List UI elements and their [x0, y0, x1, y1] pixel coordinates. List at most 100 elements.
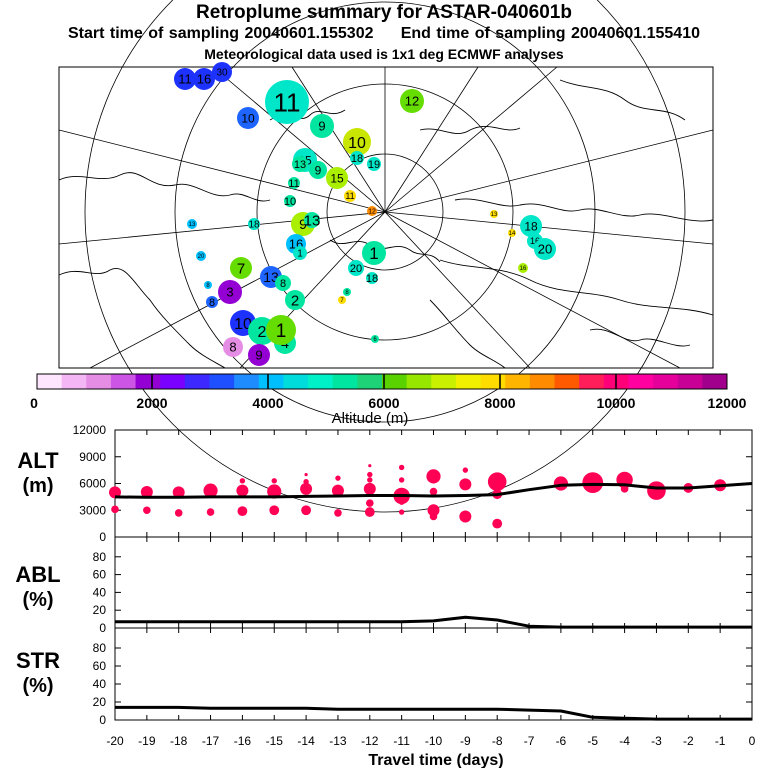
y-tick-label: 60	[93, 659, 107, 673]
map-marker-circle	[293, 246, 307, 260]
map-marker-label: 9	[318, 119, 325, 134]
x-tick-label: -16	[234, 734, 252, 748]
x-tick-label: -5	[587, 734, 598, 748]
map-marker: 19	[367, 157, 381, 171]
map-marker: 13	[490, 210, 498, 218]
map-marker-circle	[285, 290, 305, 310]
map-marker-circle	[284, 195, 296, 207]
x-tick-label: -14	[297, 734, 315, 748]
map-marker-label: 3	[226, 285, 233, 300]
map-marker: 9	[309, 161, 327, 179]
panel-yunit: (%)	[22, 675, 53, 697]
y-tick-label: 80	[93, 550, 107, 564]
cluster-dot	[429, 487, 438, 496]
map-marker-label: 6	[373, 337, 377, 343]
map-marker-circle	[326, 167, 348, 189]
map-marker-label: 1	[276, 321, 287, 342]
y-tick-label: 40	[93, 677, 107, 691]
cluster-dot	[239, 478, 246, 484]
y-tick-label: 12000	[73, 423, 107, 437]
x-tick-label: -10	[425, 734, 443, 748]
cluster-dot	[143, 506, 151, 515]
map-marker: 9	[248, 344, 270, 366]
map-coastlines	[58, 79, 714, 369]
map-marker: 8	[206, 296, 218, 309]
colorbar-tick-label: 2000	[136, 395, 167, 411]
y-tick-label: 6000	[79, 477, 106, 491]
map-marker-label: 8	[209, 297, 215, 309]
x-tick-label: -1	[715, 734, 726, 748]
y-tick-label: 40	[93, 585, 107, 599]
map-marker: 11	[174, 68, 196, 90]
map-marker: 20	[348, 260, 364, 276]
map-marker-label: 8	[206, 283, 210, 289]
x-tick-label: -8	[492, 734, 503, 748]
map-marker-label: 9	[255, 348, 262, 363]
colorbar-swatch	[110, 374, 137, 389]
end-time-label: End time of sampling 20040601.155410	[400, 25, 700, 42]
map-marker-circle	[265, 80, 309, 124]
cluster-dot	[364, 507, 375, 517]
map-marker: 20	[196, 251, 206, 261]
panel-frame	[114, 627, 753, 721]
map-marker-label: 2	[258, 324, 267, 341]
cluster-dot	[304, 472, 308, 477]
cluster-dot	[206, 508, 215, 516]
map-marker-label: 7	[237, 260, 245, 277]
map-marker: 1	[293, 246, 307, 260]
colorbar-swatch	[258, 374, 284, 389]
panel-yunit: (m)	[22, 475, 53, 497]
y-tick-label: 0	[99, 530, 106, 544]
map-marker-label: 7	[340, 298, 344, 304]
x-tick-label: -7	[524, 734, 535, 748]
x-tick-label: -4	[619, 734, 630, 748]
map-marker: 1	[362, 241, 386, 265]
x-tick-label: -11	[393, 734, 410, 748]
colorbar-tick-label: 6000	[368, 395, 399, 411]
page-title: Retroplume summary for ASTAR-040601b	[196, 2, 572, 23]
cluster-dot	[398, 509, 405, 515]
map-marker-label: 9	[299, 216, 307, 232]
colorbar-swatch	[406, 374, 432, 389]
x-tick-label: -13	[329, 734, 347, 748]
map-marker-label: 8	[345, 290, 349, 296]
colorbar-swatch	[135, 374, 161, 389]
start-time-label: Start time of sampling 20040601.155302	[68, 25, 374, 42]
cluster-dot	[267, 484, 282, 499]
map-marker-circle	[400, 89, 424, 113]
map-marker: 13	[187, 219, 197, 229]
x-tick-label: -12	[361, 734, 379, 748]
map-marker-label: 1	[369, 244, 378, 263]
cluster-dot	[429, 512, 438, 521]
colorbar-swatch	[209, 374, 235, 389]
map-marker-label: 20	[538, 242, 552, 257]
cluster-dot	[582, 472, 604, 494]
map-marker: 13	[292, 156, 308, 172]
x-axis-title: Travel time (days)	[368, 752, 503, 768]
map-marker-label: 18	[366, 273, 378, 285]
x-tick-label: -9	[460, 734, 471, 748]
panel-ylabel: ALT	[17, 448, 59, 473]
cluster-dot	[398, 477, 405, 483]
map-marker-circle	[343, 288, 351, 296]
x-tick-label: -20	[106, 734, 124, 748]
cluster-dot	[203, 483, 218, 498]
map-marker: 16	[518, 263, 528, 273]
x-tick-label: -3	[651, 734, 662, 748]
map-marker: 18	[366, 272, 378, 285]
map-marker-label: 11	[345, 191, 354, 201]
colorbar-tick-label: 0	[30, 395, 38, 411]
map-marker-label: 14	[509, 231, 516, 237]
map-marker-circle	[343, 128, 371, 156]
map-marker-circle	[248, 218, 260, 230]
map-marker-circle	[304, 212, 320, 228]
colorbar-swatch	[702, 374, 728, 389]
map-marker-circle	[344, 190, 356, 202]
map-marker-label: 13	[294, 159, 306, 171]
altitude-colorbar: 0 2000 4000 6000 8000 10000 12000 Altitude (m)	[30, 373, 747, 427]
map-marker-circle	[196, 251, 206, 261]
map-markers: 1116301011151291018191391511101112131318…	[174, 62, 556, 366]
met-data-label: Meteorological data used is 1x1 deg ECMW…	[204, 46, 564, 62]
map-marker-label: 10	[284, 196, 296, 208]
